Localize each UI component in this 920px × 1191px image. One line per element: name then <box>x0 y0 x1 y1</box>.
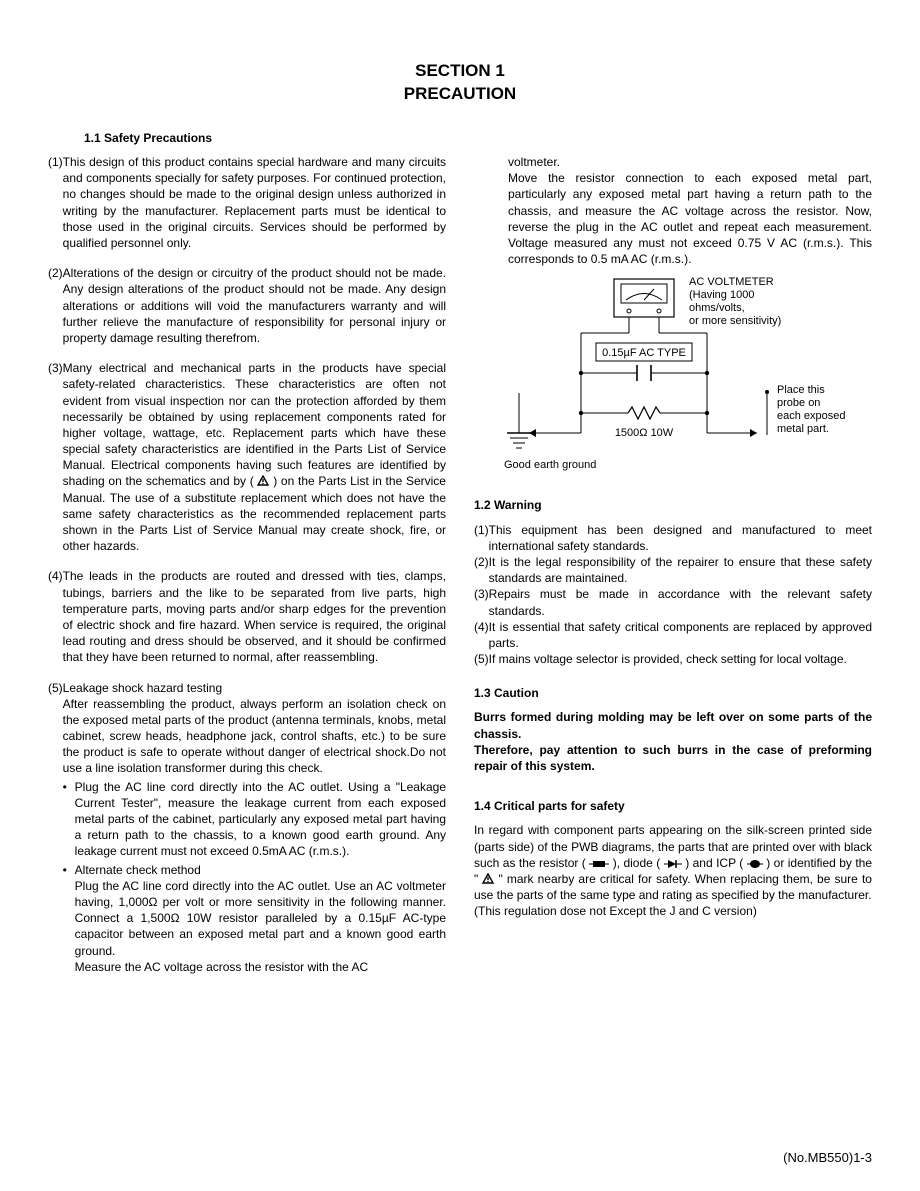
heading-1-3: 1.3 Caution <box>474 685 872 701</box>
critical-parts-text: In regard with component parts appearing… <box>474 822 872 919</box>
heading-1-4: 1.4 Critical parts for safety <box>474 798 872 814</box>
bullet-dot-icon: • <box>63 779 75 860</box>
item-1-num: (1) <box>48 154 63 251</box>
crit-c: ) and ICP ( <box>685 856 743 870</box>
w3-num: (3) <box>474 586 489 618</box>
fig-probe-l3: each exposed <box>777 410 846 422</box>
bullet-dot-icon: • <box>63 862 75 975</box>
heading-1-1: 1.1 Safety Precautions <box>48 130 872 146</box>
item-5-text: After reassembling the product, always p… <box>63 697 446 776</box>
item-2-body: Alterations of the design or circuitry o… <box>63 265 446 346</box>
item-3: (3) Many electrical and mechanical parts… <box>48 360 446 554</box>
item-3-num: (3) <box>48 360 63 554</box>
crit-f: (This regulation dose not Except the J a… <box>474 904 757 918</box>
item-5-bullet-2-body: Alternate check method Plug the AC line … <box>75 862 446 975</box>
w2-num: (2) <box>474 554 489 586</box>
right-column: voltmeter. Move the resistor connection … <box>474 154 872 975</box>
w5-body: If mains voltage selector is provided, c… <box>489 651 872 667</box>
fig-vm-l3: ohms/volts, <box>689 302 745 314</box>
fig-probe-l1: Place this <box>777 384 825 396</box>
item-5-lead: Leakage shock hazard testing <box>63 681 222 695</box>
heading-1-2: 1.2 Warning <box>474 497 872 513</box>
section-title-line2: PRECAUTION <box>404 84 516 103</box>
w1-body: This equipment has been designed and man… <box>489 522 872 554</box>
warning-triangle-icon <box>257 475 269 486</box>
item-2: (2) Alterations of the design or circuit… <box>48 265 446 346</box>
w4-num: (4) <box>474 619 489 651</box>
item-4: (4) The leads in the products are routed… <box>48 568 446 665</box>
continuation-block: voltmeter. Move the resistor connection … <box>474 154 872 267</box>
w5-num: (5) <box>474 651 489 667</box>
item-1: (1) This design of this product contains… <box>48 154 446 251</box>
item-5-b2-text: Plug the AC line cord directly into the … <box>75 879 446 958</box>
item-5-bullet-1: • Plug the AC line cord directly into th… <box>63 779 446 860</box>
item-5-b2-text2: Measure the AC voltage across the resist… <box>75 960 368 974</box>
diode-symbol-icon <box>664 859 682 869</box>
item-5-body: Leakage shock hazard testing After reass… <box>63 680 446 975</box>
fig-probe-l4: metal part. <box>777 423 829 435</box>
section-title: SECTION 1 PRECAUTION <box>48 60 872 106</box>
icp-symbol-icon <box>747 859 763 869</box>
item-4-body: The leads in the products are routed and… <box>63 568 446 665</box>
item-5-bullet-1-body: Plug the AC line cord directly into the … <box>75 779 446 860</box>
item-2-num: (2) <box>48 265 63 346</box>
fig-res-label: 1500Ω 10W <box>615 427 674 439</box>
item-5-num: (5) <box>48 680 63 975</box>
warning-triangle-icon <box>482 873 494 884</box>
fig-probe-l2: probe on <box>777 397 820 409</box>
fig-vm-l2: (Having 1000 <box>689 289 754 301</box>
two-column-layout: (1) This design of this product contains… <box>48 154 872 975</box>
fig-ground-label: Good earth ground <box>504 459 596 471</box>
warning-list: (1) This equipment has been designed and… <box>474 522 872 668</box>
item-5: (5) Leakage shock hazard testing After r… <box>48 680 446 975</box>
cont-2: Move the resistor connection to each exp… <box>508 171 872 266</box>
item-3-text-a: Many electrical and mechanical parts in … <box>63 361 446 488</box>
caution-2: Therefore, pay attention to such burrs i… <box>474 742 872 774</box>
item-5-bullet-2: • Alternate check method Plug the AC lin… <box>63 862 446 975</box>
item-5-b2-lead: Alternate check method <box>75 863 201 877</box>
page-footer: (No.MB550)1-3 <box>783 1149 872 1167</box>
fig-vm-l1: AC VOLTMETER <box>689 276 774 288</box>
caution-1: Burrs formed during molding may be left … <box>474 709 872 741</box>
item-4-num: (4) <box>48 568 63 665</box>
fig-vm-l4: or more sensitivity) <box>689 315 781 327</box>
cont-1: voltmeter. <box>508 155 560 169</box>
resistor-symbol-icon <box>589 860 609 868</box>
w3-body: Repairs must be made in accordance with … <box>489 586 872 618</box>
item-1-body: This design of this product contains spe… <box>63 154 446 251</box>
voltmeter-figure: 0.15µF AC TYPE 1500Ω 10W Good earth grou… <box>474 273 872 483</box>
crit-e: " mark nearby are critical for safety. W… <box>474 872 872 902</box>
left-column: (1) This design of this product contains… <box>48 154 446 975</box>
crit-b: ), diode ( <box>613 856 661 870</box>
fig-cap-label: 0.15µF AC TYPE <box>602 347 686 359</box>
w1-num: (1) <box>474 522 489 554</box>
section-title-line1: SECTION 1 <box>415 61 505 80</box>
item-3-body: Many electrical and mechanical parts in … <box>63 360 446 554</box>
w4-body: It is essential that safety critical com… <box>489 619 872 651</box>
w2-body: It is the legal responsibility of the re… <box>489 554 872 586</box>
